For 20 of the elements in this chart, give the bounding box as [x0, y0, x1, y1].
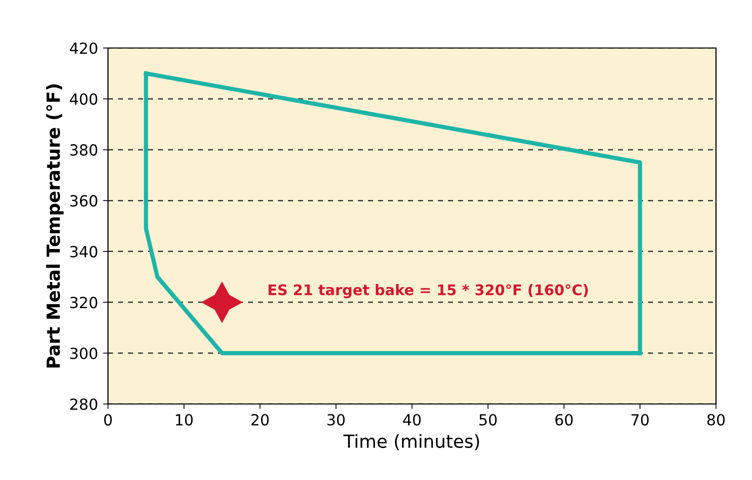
y-axis-title: Part Metal Temperature (°F): [46, 84, 64, 368]
x-tick-label: 40: [403, 414, 421, 426]
y-tick-label: 360: [70, 195, 98, 207]
y-tick-label: 380: [70, 144, 98, 156]
x-tick-label: 30: [327, 414, 345, 426]
y-tick-label: 300: [70, 348, 98, 360]
y-tick-label: 340: [70, 246, 98, 258]
x-tick-label: 10: [176, 414, 193, 426]
x-axis-title: Time (minutes): [343, 434, 479, 450]
x-tick-label: 70: [632, 414, 649, 426]
y-tick-label: 320: [70, 296, 98, 308]
annotation: ES 21 target bake = 15 * 320°F (160°C): [268, 284, 588, 298]
x-tick-label: 80: [707, 414, 725, 426]
x-tick-label: 0: [104, 414, 112, 426]
x-tick-label: 60: [555, 414, 573, 426]
x-tick-label: 50: [479, 414, 497, 426]
x-tick-label: 20: [251, 414, 269, 426]
y-tick-label: 420: [70, 42, 98, 54]
y-tick-label: 280: [70, 398, 98, 410]
y-tick-label: 400: [70, 93, 98, 105]
